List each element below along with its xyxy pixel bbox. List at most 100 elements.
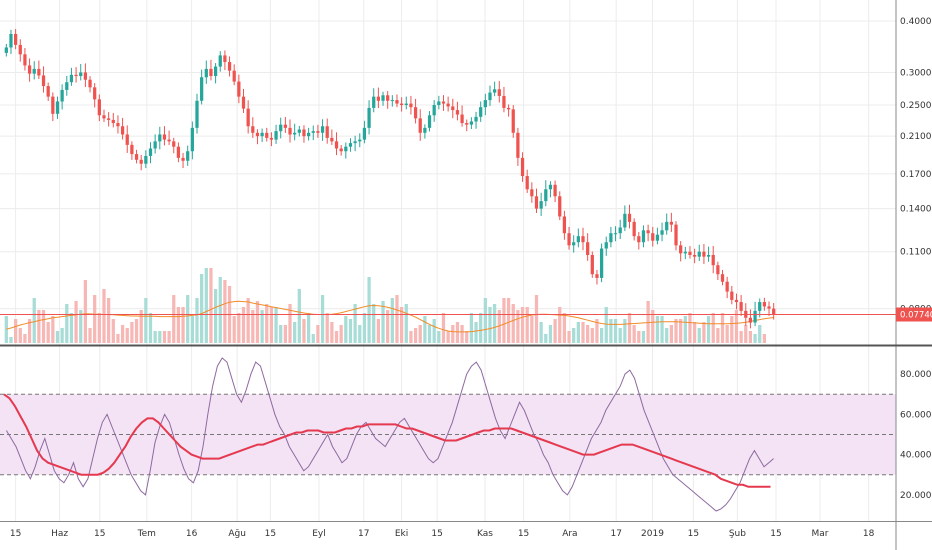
volume-bar bbox=[116, 334, 120, 343]
volume-bar bbox=[632, 325, 636, 343]
price-tick-label: 0.2500000 bbox=[900, 101, 932, 111]
candle-body bbox=[111, 119, 115, 124]
candle-body bbox=[288, 127, 292, 135]
volume-bar bbox=[590, 328, 594, 343]
volume-bar bbox=[232, 316, 236, 343]
volume-bar bbox=[79, 310, 83, 343]
volume-bar bbox=[218, 277, 222, 343]
candle-body bbox=[125, 134, 129, 145]
volume-bar bbox=[246, 298, 250, 343]
candle-body bbox=[599, 248, 604, 278]
volume-bar bbox=[497, 310, 501, 343]
volume-bar bbox=[544, 334, 548, 343]
volume-bar bbox=[316, 325, 320, 343]
candle-body bbox=[706, 254, 711, 257]
time-tick-label: Mar bbox=[812, 529, 829, 539]
price-tick-label: 0.4000000 bbox=[900, 17, 932, 27]
candle-body bbox=[734, 299, 739, 303]
volume-bar bbox=[525, 307, 529, 343]
volume-bar bbox=[530, 316, 534, 343]
volume-bar bbox=[655, 316, 660, 343]
candle-body bbox=[46, 86, 50, 97]
candle-body bbox=[176, 146, 181, 158]
volume-bar bbox=[9, 337, 13, 343]
volume-bar bbox=[32, 298, 36, 343]
volume-bar bbox=[586, 325, 590, 343]
candle-body bbox=[404, 103, 408, 106]
candle-body bbox=[679, 245, 683, 254]
candle-body bbox=[655, 234, 660, 241]
candle-body bbox=[293, 132, 297, 135]
volume-bar bbox=[153, 331, 157, 343]
candle-body bbox=[386, 95, 390, 101]
volume-bar bbox=[200, 274, 204, 343]
candle-body bbox=[79, 72, 83, 77]
candle-body bbox=[213, 66, 218, 77]
candle-body bbox=[23, 54, 27, 66]
volume-bar bbox=[725, 325, 729, 343]
candle-body bbox=[627, 213, 632, 222]
candles bbox=[4, 29, 776, 329]
candle-body bbox=[716, 265, 720, 275]
volume-bar bbox=[748, 331, 753, 343]
candle-body bbox=[446, 103, 450, 107]
time-axis[interactable]: 15 Haz 15 Tem 16 Ağu 15 Eyl 17 Eki 15 Kas 15 Ara 17 201… bbox=[10, 529, 875, 539]
volume-bar bbox=[581, 322, 585, 343]
candle-body bbox=[399, 103, 404, 106]
volume-bar bbox=[176, 307, 181, 343]
volume-bar bbox=[604, 307, 608, 343]
volume-bar bbox=[306, 313, 311, 343]
candle-body bbox=[762, 302, 767, 307]
volume-bar bbox=[595, 319, 599, 343]
candle-body bbox=[688, 251, 692, 255]
price-tick-label: 0.2100000 bbox=[900, 132, 932, 142]
candle-body bbox=[702, 251, 706, 257]
volume-bar bbox=[465, 331, 469, 343]
volume-bar bbox=[293, 322, 297, 343]
volume-bar bbox=[427, 325, 432, 343]
volume-bar bbox=[730, 316, 734, 343]
candle-body bbox=[544, 189, 548, 202]
volume-bar bbox=[251, 310, 255, 343]
candle-body bbox=[460, 114, 464, 124]
volume-bar bbox=[562, 313, 567, 343]
volume-bar bbox=[139, 310, 143, 343]
volume-bar bbox=[107, 298, 111, 343]
time-tick-label: 17 bbox=[610, 529, 621, 539]
volume-bar bbox=[93, 295, 97, 343]
volume-bar bbox=[516, 310, 520, 343]
volume-bar bbox=[241, 307, 246, 343]
time-tick-label: 2019 bbox=[641, 529, 664, 539]
volume-bar bbox=[706, 316, 711, 343]
time-tick-label: Haz bbox=[51, 529, 68, 539]
volume-bar bbox=[302, 319, 306, 343]
volume-bar bbox=[637, 331, 641, 343]
volume-bar bbox=[111, 319, 115, 343]
volume-bar bbox=[753, 334, 757, 343]
candle-body bbox=[441, 101, 446, 104]
candle-body bbox=[237, 81, 241, 97]
price-tick-label: 0.1100000 bbox=[900, 248, 932, 258]
volume-bar bbox=[734, 310, 739, 343]
volume-bar bbox=[623, 319, 627, 343]
candle-body bbox=[469, 121, 474, 125]
volume-bar bbox=[558, 307, 562, 343]
volume-bar bbox=[739, 331, 743, 343]
volume-bar bbox=[423, 316, 427, 343]
candle-body bbox=[418, 118, 422, 133]
time-tick-label: Şub bbox=[729, 529, 746, 539]
candle-body bbox=[218, 55, 222, 67]
current-price-label: 0.0774090 bbox=[900, 311, 932, 321]
candle-body bbox=[711, 254, 715, 266]
candle-body bbox=[144, 155, 148, 164]
candle-body bbox=[120, 126, 125, 135]
volume-bar bbox=[720, 313, 725, 343]
volume-bar bbox=[404, 304, 408, 343]
volume-bar bbox=[665, 328, 669, 343]
candle-body bbox=[497, 89, 501, 96]
candle-body bbox=[316, 131, 320, 133]
candle-body bbox=[641, 230, 646, 243]
candle-body bbox=[413, 107, 418, 119]
